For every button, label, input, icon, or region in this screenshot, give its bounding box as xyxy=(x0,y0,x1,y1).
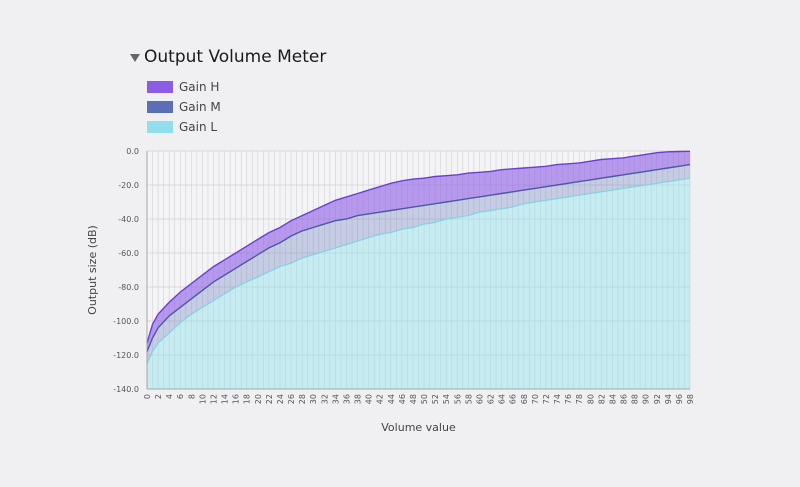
y-tick-label: -80.0 xyxy=(118,283,139,292)
x-tick-label: 50 xyxy=(420,394,429,404)
x-tick-label: 10 xyxy=(198,394,207,404)
x-tick-label: 48 xyxy=(409,394,418,404)
y-tick-label: -120.0 xyxy=(113,351,139,360)
x-tick-label: 46 xyxy=(398,394,407,404)
legend-swatch-gain-m xyxy=(147,101,173,113)
series-line-gain-l xyxy=(146,177,691,364)
series-area-gain-l xyxy=(147,178,690,389)
x-tick-label: 78 xyxy=(575,394,584,404)
x-tick-label: 68 xyxy=(520,394,529,404)
x-tick-label: 32 xyxy=(320,394,329,404)
x-tick-label: 4 xyxy=(165,394,174,399)
x-tick-label: 2 xyxy=(154,394,163,399)
x-tick-label: 58 xyxy=(464,394,473,404)
series-line-gain-h xyxy=(146,150,691,344)
x-tick-label: 0 xyxy=(143,394,152,399)
x-tick-label: 66 xyxy=(509,394,518,404)
legend-label-gain-h: Gain H xyxy=(179,80,220,94)
x-tick-label: 82 xyxy=(597,394,606,404)
x-tick-label: 72 xyxy=(542,394,551,404)
legend-label-gain-m: Gain M xyxy=(179,100,221,114)
x-tick-label: 26 xyxy=(287,394,296,404)
series-area-gain-m xyxy=(147,164,690,364)
x-tick-label: 60 xyxy=(475,394,484,404)
x-tick-label: 64 xyxy=(498,394,507,404)
x-tick-label: 34 xyxy=(331,394,340,404)
x-tick-label: 30 xyxy=(309,394,318,404)
x-tick-label: 94 xyxy=(664,394,673,404)
y-tick-label: -60.0 xyxy=(118,249,139,258)
x-tick-label: 36 xyxy=(342,394,351,404)
x-tick-label: 24 xyxy=(276,394,285,404)
y-tick-label: -20.0 xyxy=(118,181,139,190)
x-tick-label: 86 xyxy=(620,394,629,404)
x-tick-label: 74 xyxy=(553,394,562,404)
series-area-gain-h xyxy=(147,151,690,352)
chart-legend: Gain H Gain M Gain L xyxy=(147,77,221,137)
series-line-gain-m xyxy=(146,163,691,352)
y-tick-label: -140.0 xyxy=(113,385,139,394)
legend-item-gain-h: Gain H xyxy=(147,77,221,97)
panel-header[interactable]: Output Volume Meter xyxy=(130,47,326,67)
panel-title: Output Volume Meter xyxy=(144,47,327,67)
x-tick-label: 84 xyxy=(608,394,617,404)
legend-swatch-gain-h xyxy=(147,81,173,93)
x-tick-label: 54 xyxy=(442,394,451,404)
x-tick-label: 18 xyxy=(243,394,252,404)
x-tick-label: 96 xyxy=(675,394,684,404)
x-tick-label: 90 xyxy=(642,394,651,404)
legend-swatch-gain-l xyxy=(147,121,173,133)
collapse-triangle-icon[interactable] xyxy=(130,54,140,62)
legend-item-gain-m: Gain M xyxy=(147,97,221,117)
legend-label-gain-l: Gain L xyxy=(179,120,218,134)
x-tick-label: 22 xyxy=(265,394,274,404)
y-tick-label: -100.0 xyxy=(113,317,139,326)
x-tick-label: 98 xyxy=(686,394,695,404)
x-tick-label: 62 xyxy=(487,394,496,404)
x-axis-title: Volume value xyxy=(381,421,456,434)
x-tick-label: 70 xyxy=(531,394,540,404)
x-tick-label: 38 xyxy=(354,394,363,404)
x-tick-label: 40 xyxy=(365,394,374,404)
x-tick-label: 8 xyxy=(187,394,196,399)
x-tick-label: 92 xyxy=(653,394,662,404)
x-tick-label: 6 xyxy=(176,394,185,399)
x-tick-label: 28 xyxy=(298,394,307,404)
x-tick-label: 16 xyxy=(232,394,241,404)
x-tick-label: 44 xyxy=(387,394,396,404)
x-tick-label: 88 xyxy=(631,394,640,404)
y-tick-label: -40.0 xyxy=(118,215,139,224)
x-tick-label: 12 xyxy=(209,394,218,404)
x-tick-label: 56 xyxy=(453,394,462,404)
y-tick-label: 0.0 xyxy=(126,147,139,156)
x-tick-label: 80 xyxy=(586,394,595,404)
x-tick-label: 76 xyxy=(564,394,573,404)
x-tick-label: 42 xyxy=(376,394,385,404)
legend-item-gain-l: Gain L xyxy=(147,117,221,137)
x-tick-label: 52 xyxy=(431,394,440,404)
y-axis-title: Output size (dB) xyxy=(86,225,99,315)
x-tick-label: 14 xyxy=(221,394,230,404)
x-tick-label: 20 xyxy=(254,394,263,404)
